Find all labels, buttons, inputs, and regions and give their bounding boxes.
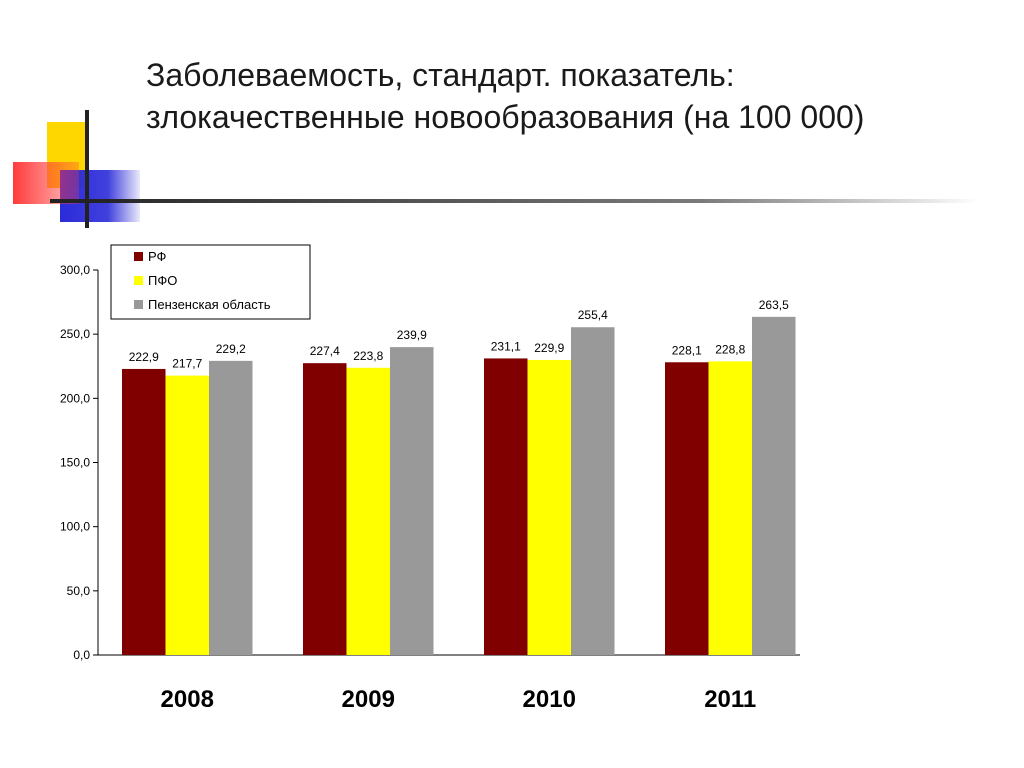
bar [752, 316, 796, 655]
bar [303, 363, 347, 655]
decorative-graphic [13, 110, 980, 228]
bars [122, 316, 796, 655]
legend-swatch [134, 276, 143, 285]
data-label: 228,8 [715, 342, 745, 356]
bar [527, 359, 571, 655]
legend-swatch [134, 300, 143, 309]
data-label: 229,2 [216, 342, 246, 356]
legend-label: РФ [148, 249, 167, 264]
data-label: 223,8 [353, 349, 383, 363]
legend-label: Пензенская область [148, 297, 271, 312]
x-category-label: 2009 [342, 686, 395, 713]
data-label: 217,7 [172, 357, 202, 371]
legend-box [110, 244, 311, 320]
deco-red-square [13, 162, 79, 204]
data-label: 222,9 [129, 350, 159, 364]
data-label: 231,1 [491, 339, 521, 353]
y-tick-label: 50,0 [67, 584, 91, 598]
bar [708, 361, 752, 655]
legend: РФ ПФО Пензенская область [110, 244, 311, 320]
legend-label: ПФО [148, 273, 177, 288]
bar [484, 358, 528, 655]
data-label: 229,9 [534, 341, 564, 355]
deco-horizontal-line [50, 199, 980, 203]
bar [165, 375, 209, 655]
title-line-2: злокачественные новообразования (на 100 … [146, 99, 865, 135]
y-tick-label: 150,0 [60, 456, 90, 470]
data-label: 228,1 [672, 343, 702, 357]
bar [346, 367, 390, 655]
data-label: 227,4 [310, 344, 340, 358]
x-category-label: 2008 [161, 686, 214, 713]
title-line-1: Заболеваемость, стандарт. показатель: [146, 57, 735, 93]
data-label: 255,4 [578, 308, 608, 322]
bar [571, 327, 615, 655]
y-tick-label: 250,0 [60, 327, 90, 341]
slide-title: Заболеваемость, стандарт. показатель: зл… [146, 54, 1006, 138]
bar [390, 347, 434, 655]
bar [665, 362, 709, 655]
data-label: 263,5 [759, 298, 789, 312]
deco-vertical-line [85, 110, 89, 228]
legend-swatch [134, 252, 143, 261]
x-axis-labels: 2008 2009 2010 2011 [161, 686, 757, 713]
y-tick-label: 0,0 [73, 648, 90, 662]
y-tick-label: 300,0 [60, 263, 90, 277]
data-labels: 222,9 217,7 229,2 227,4 223,8 239,9 231,1 229,9… [129, 298, 789, 371]
x-category-label: 2010 [523, 686, 576, 713]
y-tick-label: 100,0 [60, 520, 90, 534]
x-category-label: 2011 [704, 686, 756, 713]
y-tick-label: 200,0 [60, 391, 90, 405]
bar [122, 368, 166, 655]
data-label: 239,9 [397, 328, 427, 342]
bar [209, 360, 253, 655]
